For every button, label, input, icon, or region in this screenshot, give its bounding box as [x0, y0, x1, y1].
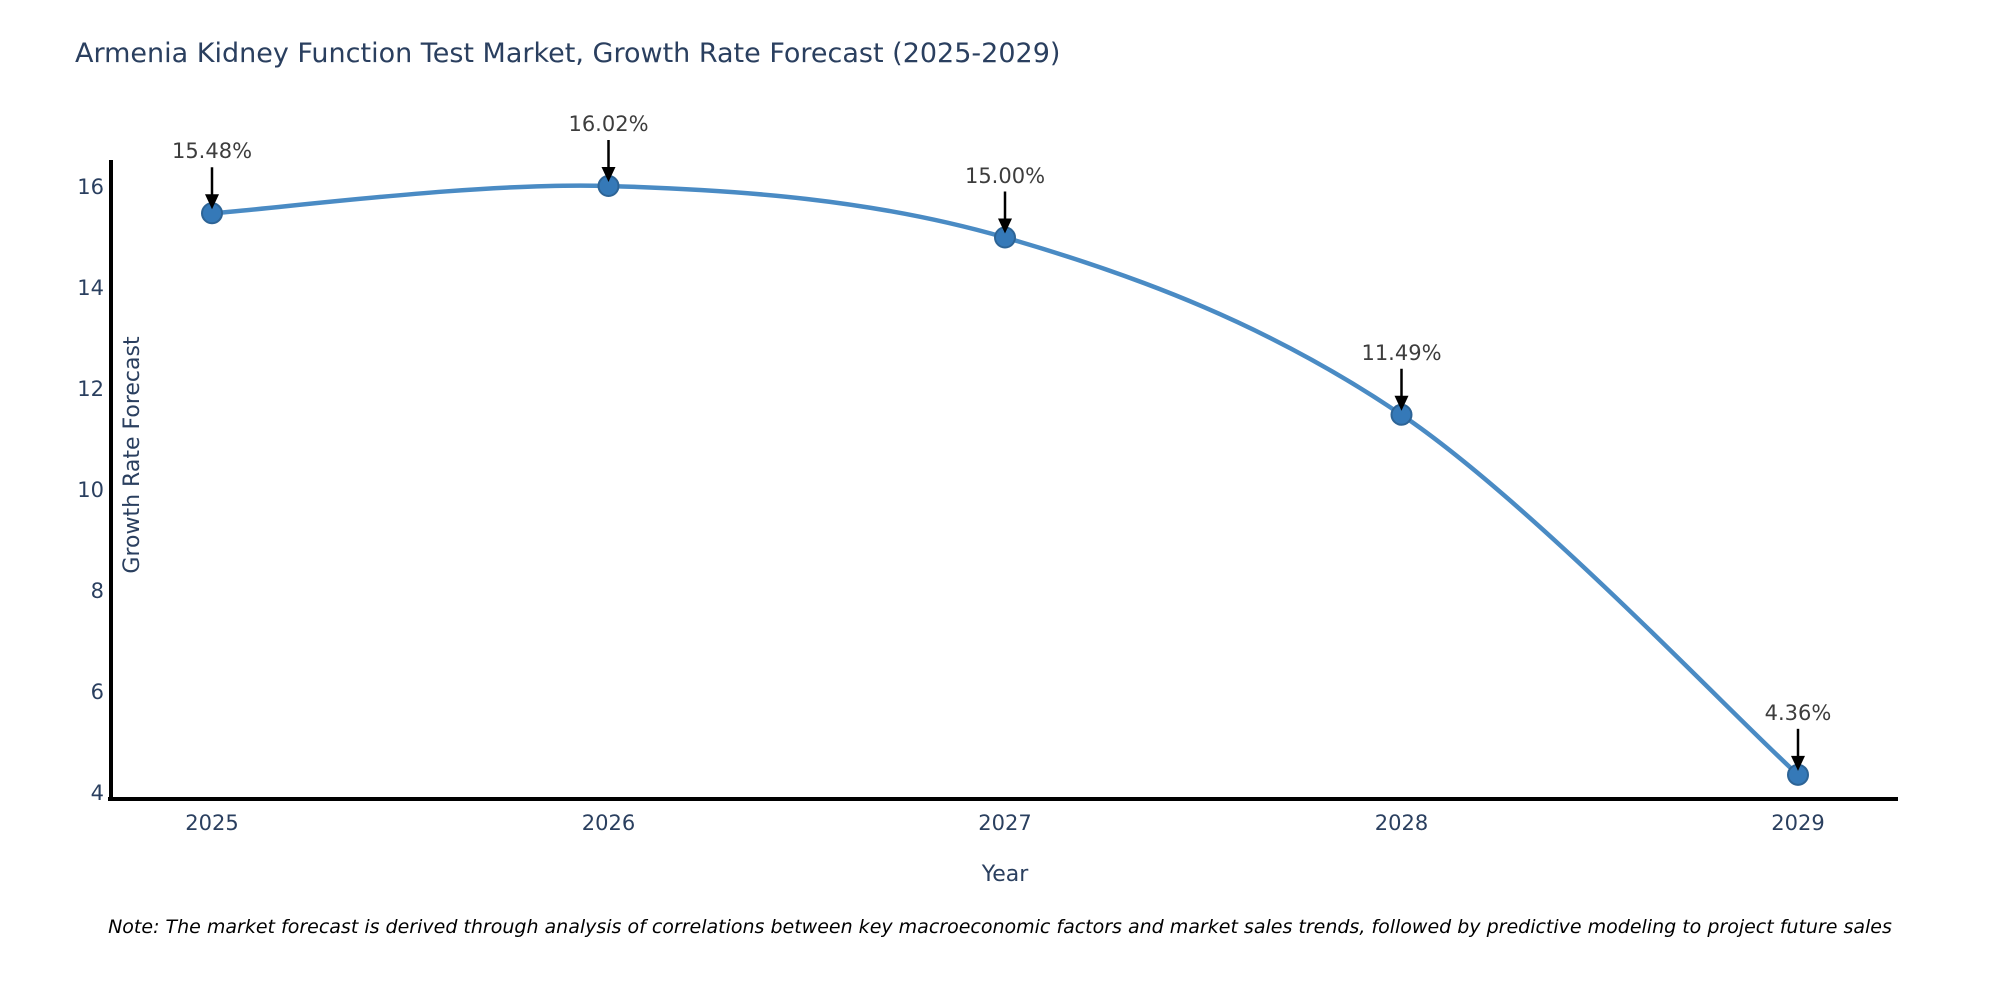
annotation-arrow-head: [1394, 395, 1409, 411]
footnote: Note: The market forecast is derived thr…: [108, 916, 1892, 938]
y-tick-label: 8: [90, 579, 104, 603]
point-value-label: 11.49%: [1361, 340, 1442, 365]
y-tick-label: 12: [77, 377, 104, 401]
x-axis-title: Year: [981, 862, 1029, 887]
annotation-arrow-head: [601, 166, 616, 182]
x-tick-label: 2029: [1771, 811, 1825, 835]
trend-line: [209, 183, 1801, 778]
annotation-arrow-head: [1791, 755, 1805, 771]
annotation-arrow-head: [205, 194, 219, 210]
x-tick-label: 2028: [1374, 811, 1429, 835]
y-tick-label: 6: [90, 680, 104, 704]
y-tick-label: 10: [77, 478, 104, 502]
x-tick-label: 2026: [581, 811, 636, 835]
point-value-label: 16.02%: [568, 111, 649, 136]
chart-title: Armenia Kidney Function Test Market, Gro…: [75, 38, 1061, 69]
point-value-label: 15.48%: [171, 139, 253, 164]
y-tick-label: 16: [77, 175, 104, 199]
annotation-arrow-head: [998, 218, 1012, 234]
point-value-label: 4.36%: [1764, 700, 1832, 725]
y-tick-label: 4: [90, 781, 104, 805]
y-tick-label: 14: [77, 276, 104, 300]
x-tick-label: 2027: [978, 811, 1032, 835]
x-tick-label: 2025: [185, 811, 239, 835]
point-value-label: 15.00%: [964, 163, 1046, 188]
